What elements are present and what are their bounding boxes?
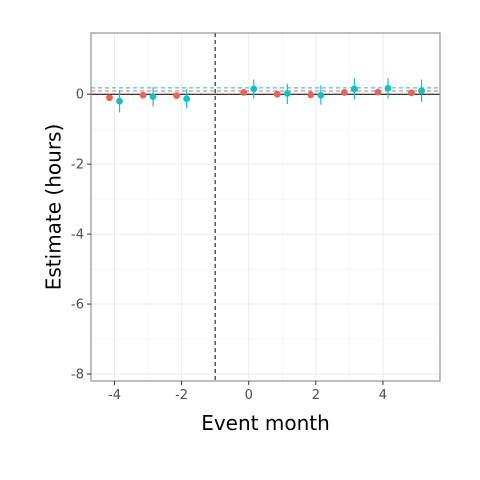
series-1-point (273, 90, 281, 98)
series-1-point (173, 92, 180, 100)
y-tick-label: -6 (71, 298, 84, 313)
y-tick-label: -2 (71, 158, 84, 173)
series-1-point (106, 94, 113, 102)
x-tick-label: 0 (245, 388, 253, 403)
y-tick-label: -8 (71, 368, 84, 383)
series-1-point (408, 89, 415, 97)
axes: -4 -2 0 2 4 -8 -6 -4 -2 0 (71, 88, 387, 403)
x-tick-label: -2 (175, 388, 188, 403)
plot-panel-border (90, 32, 441, 382)
x-axis-title: Event month (201, 411, 330, 435)
series-2-point (351, 85, 358, 93)
x-tick-label: 2 (312, 388, 320, 403)
series-1-point (240, 89, 248, 96)
series-1-point (307, 91, 315, 99)
series-1-point (340, 89, 348, 96)
y-axis-title: Estimate (hours) (42, 124, 66, 291)
series-2-point (183, 95, 191, 103)
series-2-point (250, 85, 258, 93)
data-points (106, 78, 425, 113)
x-tick-label: 4 (379, 388, 387, 403)
y-tick-label: 0 (76, 88, 84, 103)
series-2-point (283, 90, 291, 97)
reference-lines (91, 33, 440, 381)
y-tick-label: -4 (71, 228, 84, 243)
series-2-point (384, 84, 392, 92)
series-2-point (317, 91, 325, 99)
series-1-point (139, 91, 147, 99)
series-1-point (374, 88, 382, 96)
series-2-point (116, 97, 123, 105)
series-2-point (149, 93, 157, 101)
series-2-point (418, 87, 425, 95)
x-tick-label: -4 (108, 388, 121, 403)
